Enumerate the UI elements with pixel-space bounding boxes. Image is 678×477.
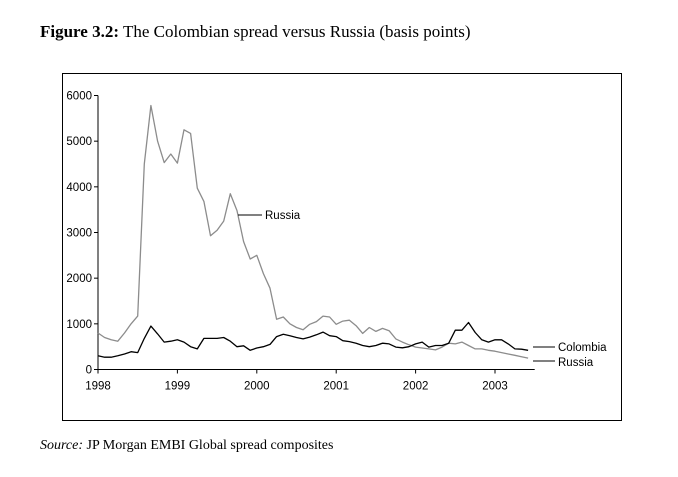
legend-label-colombia: Colombia — [558, 342, 607, 354]
x-tick-label: 2003 — [482, 381, 508, 393]
x-tick-label: 2000 — [244, 381, 270, 393]
y-tick-label: 4000 — [66, 182, 92, 194]
source-label: Source: — [40, 438, 84, 453]
x-tick-label: 1998 — [85, 381, 111, 393]
y-tick-label: 0 — [86, 365, 92, 377]
source-note: Source: JP Morgan EMBI Global spread com… — [40, 438, 333, 454]
y-tick-label: 2000 — [66, 273, 92, 285]
chart-frame — [62, 73, 622, 421]
y-tick-label: 3000 — [66, 228, 92, 240]
figure-caption: The Colombian spread versus Russia (basi… — [122, 22, 471, 41]
russia-annotation: Russia — [265, 210, 301, 222]
source-text: JP Morgan EMBI Global spread composites — [86, 438, 334, 453]
x-tick-label: 1999 — [165, 381, 191, 393]
y-tick-label: 5000 — [66, 136, 92, 148]
x-tick-label: 2001 — [323, 381, 349, 393]
y-tick-label: 1000 — [66, 319, 92, 331]
figure-label: Figure 3.2: — [40, 22, 120, 41]
figure-title: Figure 3.2: The Colombian spread versus … — [40, 22, 470, 42]
legend-label-russia: Russia — [558, 357, 594, 369]
y-tick-label: 6000 — [66, 91, 92, 103]
series-line-colombia — [97, 321, 529, 358]
x-tick-label: 2002 — [403, 381, 429, 393]
series-line-russia — [97, 104, 529, 359]
